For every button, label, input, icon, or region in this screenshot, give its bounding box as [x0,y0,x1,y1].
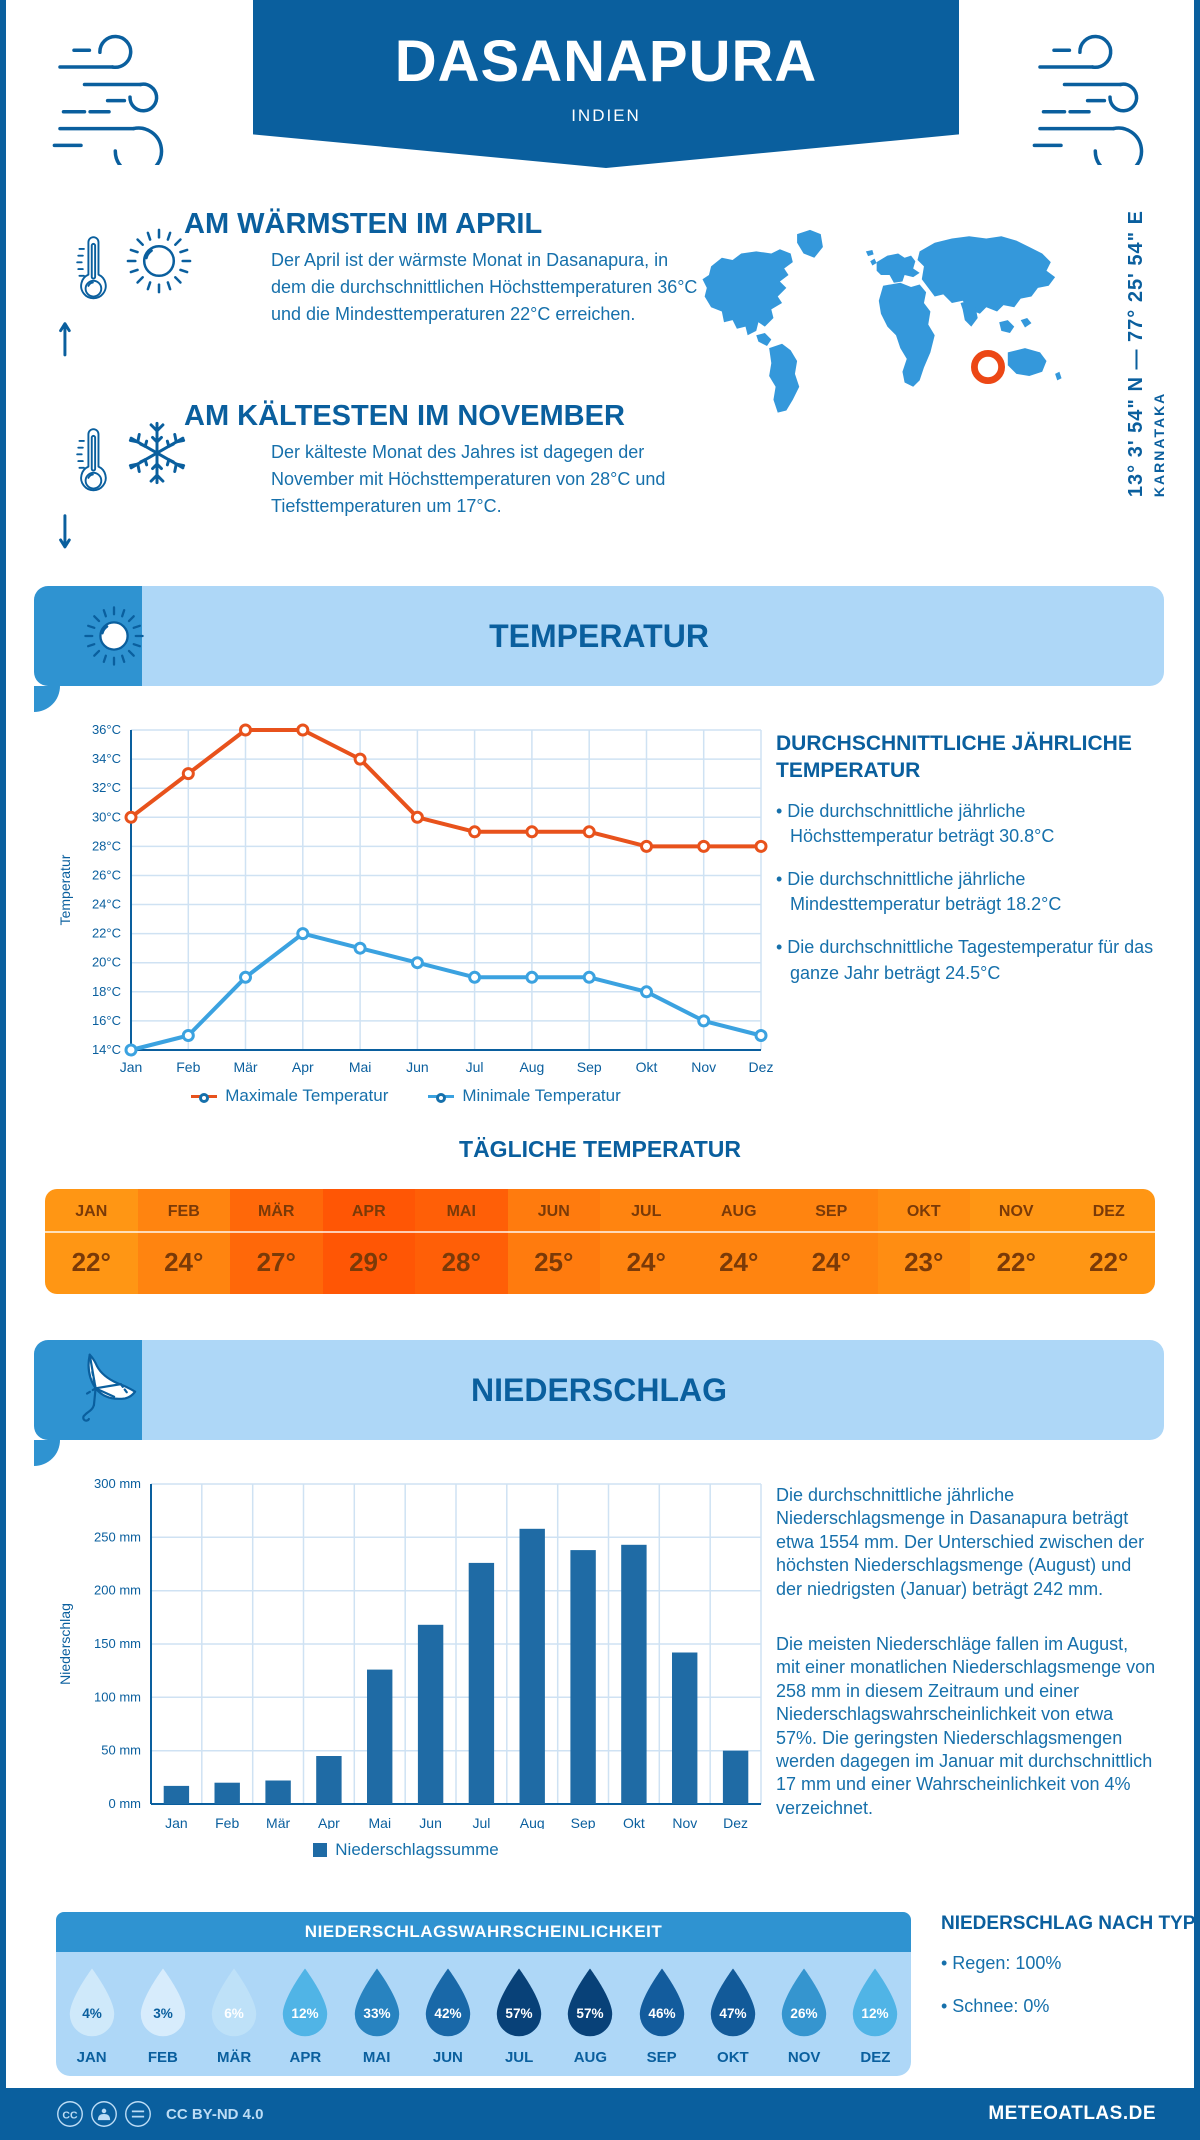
svg-text:22°C: 22°C [92,926,121,941]
svg-text:Aug: Aug [519,1059,544,1075]
svg-text:36°C: 36°C [92,722,121,737]
svg-text:Nov: Nov [672,1815,697,1829]
svg-text:50 mm: 50 mm [101,1743,141,1758]
svg-text:Jul: Jul [472,1815,490,1829]
svg-text:CC: CC [62,2109,78,2121]
svg-text:30°C: 30°C [92,809,121,824]
svg-text:Aug: Aug [520,1815,545,1829]
svg-text:Jun: Jun [419,1815,442,1829]
svg-text:12%: 12% [862,2006,889,2021]
svg-text:300 mm: 300 mm [94,1476,141,1491]
svg-text:33%: 33% [363,2006,390,2021]
svg-text:34°C: 34°C [92,751,121,766]
svg-text:Sep: Sep [571,1815,596,1829]
svg-text:Jan: Jan [120,1059,143,1075]
svg-text:20°C: 20°C [92,955,121,970]
svg-text:Niederschlag: Niederschlag [57,1603,73,1685]
svg-text:Sep: Sep [577,1059,602,1075]
svg-text:47%: 47% [719,2006,746,2021]
svg-text:0 mm: 0 mm [109,1796,142,1811]
svg-text:6%: 6% [224,2006,244,2021]
svg-text:32°C: 32°C [92,780,121,795]
svg-text:4%: 4% [82,2006,102,2021]
svg-text:57%: 57% [506,2006,533,2021]
svg-text:46%: 46% [648,2006,675,2021]
svg-text:3%: 3% [153,2006,173,2021]
svg-text:Mär: Mär [266,1815,290,1829]
svg-text:Okt: Okt [623,1815,645,1829]
svg-text:Mai: Mai [369,1815,392,1829]
svg-text:Temperatur: Temperatur [57,854,73,925]
svg-text:Mär: Mär [233,1059,257,1075]
svg-text:Jun: Jun [406,1059,429,1075]
svg-text:Apr: Apr [292,1059,314,1075]
svg-text:24°C: 24°C [92,897,121,912]
svg-text:100 mm: 100 mm [94,1689,141,1704]
svg-text:Mai: Mai [349,1059,372,1075]
svg-text:12%: 12% [292,2006,319,2021]
svg-text:14°C: 14°C [92,1042,121,1057]
svg-text:150 mm: 150 mm [94,1636,141,1651]
svg-text:Jan: Jan [165,1815,188,1829]
svg-text:16°C: 16°C [92,1013,121,1028]
svg-text:Apr: Apr [318,1815,340,1829]
svg-text:Nov: Nov [691,1059,716,1075]
svg-text:26°C: 26°C [92,868,121,883]
svg-text:250 mm: 250 mm [94,1529,141,1544]
svg-text:Dez: Dez [723,1815,748,1829]
svg-text:Okt: Okt [636,1059,658,1075]
svg-text:18°C: 18°C [92,984,121,999]
svg-text:Jul: Jul [466,1059,484,1075]
svg-text:57%: 57% [577,2006,604,2021]
svg-text:Feb: Feb [215,1815,239,1829]
svg-text:Feb: Feb [176,1059,200,1075]
svg-text:28°C: 28°C [92,838,121,853]
svg-text:42%: 42% [434,2006,461,2021]
svg-text:200 mm: 200 mm [94,1583,141,1598]
svg-text:26%: 26% [791,2006,818,2021]
